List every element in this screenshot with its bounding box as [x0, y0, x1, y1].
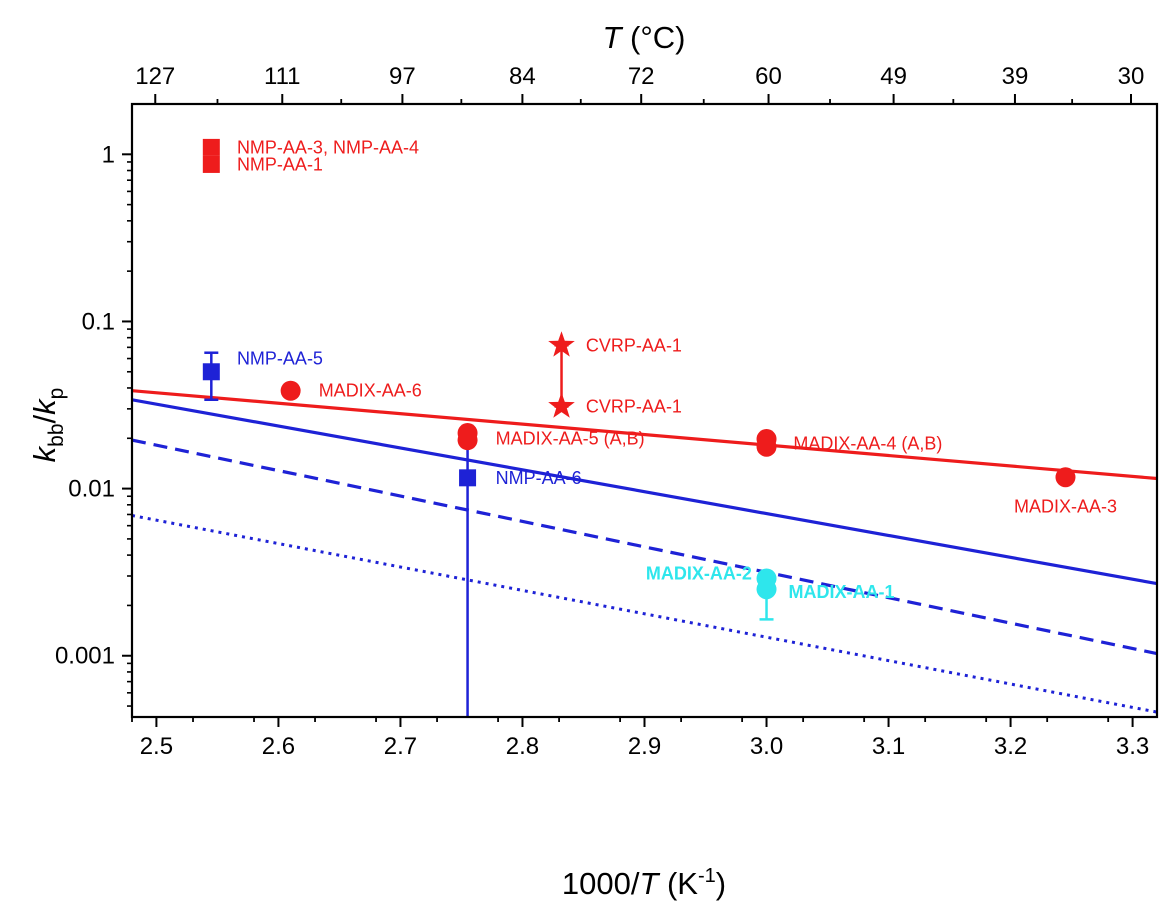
top-tick-label-8: 30 [1118, 63, 1145, 90]
x-tick-label-1: 2.6 [262, 733, 295, 760]
x-axis-title: 1000/T (K-1) [562, 865, 726, 901]
data-point-5 [457, 430, 478, 451]
data-point-1 [202, 155, 220, 173]
data-point-7 [548, 331, 575, 357]
x-tick-label-7: 3.2 [994, 733, 1027, 760]
top-tick-label-2: 97 [389, 63, 416, 90]
top-tick-label-5: 60 [755, 63, 782, 90]
point-label-4: CVRP-AA-1 [586, 335, 682, 355]
top-tick-label-6: 49 [880, 63, 907, 90]
data-point-3 [280, 380, 301, 401]
data-point-0 [202, 138, 220, 156]
data-point-2 [202, 363, 220, 381]
point-label-5: CVRP-AA-1 [586, 396, 682, 416]
top-tick-label-0: 127 [135, 63, 175, 90]
top-tick-label-7: 39 [1002, 63, 1029, 90]
y-tick-label-1: 0.01 [68, 476, 115, 503]
point-label-1: NMP-AA-1 [237, 154, 323, 174]
top-tick-label-3: 84 [509, 63, 536, 90]
axes: 2.5 2.6 2.7 2.8 2.9 3.0 3.1 3.2 3.3 127 111 97 84 72 6… [55, 63, 1159, 760]
point-label-0: NMP-AA-3, NMP-AA-4 [237, 137, 419, 157]
plot-area [132, 138, 1157, 717]
y-tick-label-2: 0.1 [82, 308, 115, 335]
x-tick-label-0: 2.5 [140, 733, 173, 760]
point-label-11: MADIX-AA-1 [788, 582, 894, 602]
point-label-2: NMP-AA-5 [237, 349, 323, 369]
point-label-10: MADIX-AA-2 [646, 564, 752, 584]
point-label-3: MADIX-AA-6 [319, 381, 422, 401]
data-point-10 [756, 436, 777, 457]
point-label-9: MADIX-AA-3 [1014, 497, 1117, 517]
top-axis-title: T (°C) [603, 20, 686, 55]
data-point-11 [1055, 467, 1076, 488]
point-label-7: NMP-AA-6 [496, 468, 582, 488]
point-label-6: MADIX-AA-5 (A,B) [496, 428, 645, 448]
fit-line-0 [132, 389, 1157, 481]
x-tick-label-2: 2.7 [384, 733, 417, 760]
x-tick-label-5: 3.0 [750, 733, 783, 760]
top-tick-label-4: 72 [628, 63, 655, 90]
top-tick-label-1: 111 [264, 63, 300, 90]
data-point-13 [756, 579, 777, 600]
y-tick-label-0: 0.001 [55, 643, 115, 670]
x-tick-label-6: 3.1 [872, 733, 905, 760]
data-point-6 [459, 469, 477, 487]
data-point-8 [548, 392, 575, 418]
fit-line-3 [132, 514, 1157, 714]
point-label-8: MADIX-AA-4 (A,B) [793, 434, 942, 454]
x-tick-label-4: 2.9 [628, 733, 661, 760]
fit-line-1 [132, 398, 1157, 586]
y-tick-label-3: 1 [102, 141, 115, 168]
x-tick-label-8: 3.3 [1116, 733, 1149, 760]
x-tick-label-3: 2.8 [506, 733, 539, 760]
y-axis-title: kbb/kp [27, 388, 68, 463]
fit-line-2 [132, 438, 1157, 656]
